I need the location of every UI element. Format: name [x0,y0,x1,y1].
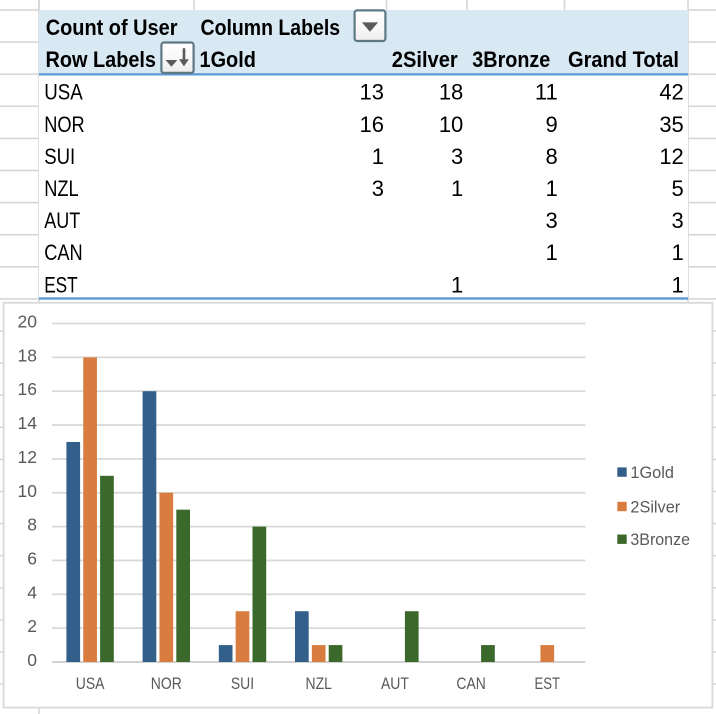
svg-text:1: 1 [451,176,463,201]
svg-text:Column Labels: Column Labels [201,15,341,40]
svg-text:12: 12 [18,447,37,467]
svg-text:6: 6 [27,549,37,569]
svg-text:Grand Total: Grand Total [568,47,679,72]
svg-text:2Silver: 2Silver [630,498,680,517]
svg-text:NZL: NZL [44,176,78,201]
svg-text:14: 14 [18,413,38,433]
svg-text:Row Labels: Row Labels [46,47,157,72]
svg-text:EST: EST [44,272,77,297]
svg-text:18: 18 [18,345,37,365]
svg-text:CAN: CAN [44,240,82,265]
svg-text:0: 0 [27,650,37,670]
svg-text:1: 1 [545,240,557,265]
svg-text:13: 13 [360,80,384,105]
svg-text:11: 11 [535,80,558,105]
svg-text:SUI: SUI [44,144,75,169]
svg-text:42: 42 [659,80,683,105]
svg-text:2Silver: 2Silver [392,47,458,72]
svg-text:NOR: NOR [151,674,182,693]
svg-text:8: 8 [545,144,557,169]
svg-text:USA: USA [44,80,83,105]
svg-text:NOR: NOR [44,112,84,137]
svg-text:EST: EST [535,674,561,693]
svg-text:35: 35 [659,112,683,137]
svg-text:1Gold: 1Gold [200,47,256,72]
svg-text:SUI: SUI [231,674,254,693]
svg-text:12: 12 [659,144,683,169]
svg-text:18: 18 [439,80,463,105]
svg-text:16: 16 [18,379,37,399]
svg-text:3Bronze: 3Bronze [472,47,550,72]
svg-text:3: 3 [451,144,463,169]
svg-text:9: 9 [545,112,557,137]
svg-text:4: 4 [27,582,37,602]
svg-text:1: 1 [672,272,684,297]
svg-text:2: 2 [27,616,37,636]
svg-text:1: 1 [372,144,384,169]
svg-text:16: 16 [360,112,384,137]
svg-text:10: 10 [18,481,38,501]
svg-text:3: 3 [372,176,384,201]
svg-text:CAN: CAN [456,674,485,693]
svg-text:3: 3 [672,208,684,233]
svg-text:1: 1 [451,272,463,297]
svg-text:8: 8 [27,515,37,535]
svg-text:3Bronze: 3Bronze [630,530,690,549]
svg-text:5: 5 [672,176,684,201]
svg-text:1: 1 [672,240,684,265]
svg-text:1Gold: 1Gold [630,463,674,482]
svg-text:USA: USA [76,674,105,693]
svg-text:1: 1 [545,176,557,201]
svg-text:AUT: AUT [381,674,409,693]
svg-text:20: 20 [18,312,38,332]
svg-text:Count of User: Count of User [46,15,178,40]
svg-text:10: 10 [439,112,463,137]
svg-text:3: 3 [545,208,557,233]
svg-text:NZL: NZL [306,674,332,693]
svg-text:AUT: AUT [44,208,80,233]
